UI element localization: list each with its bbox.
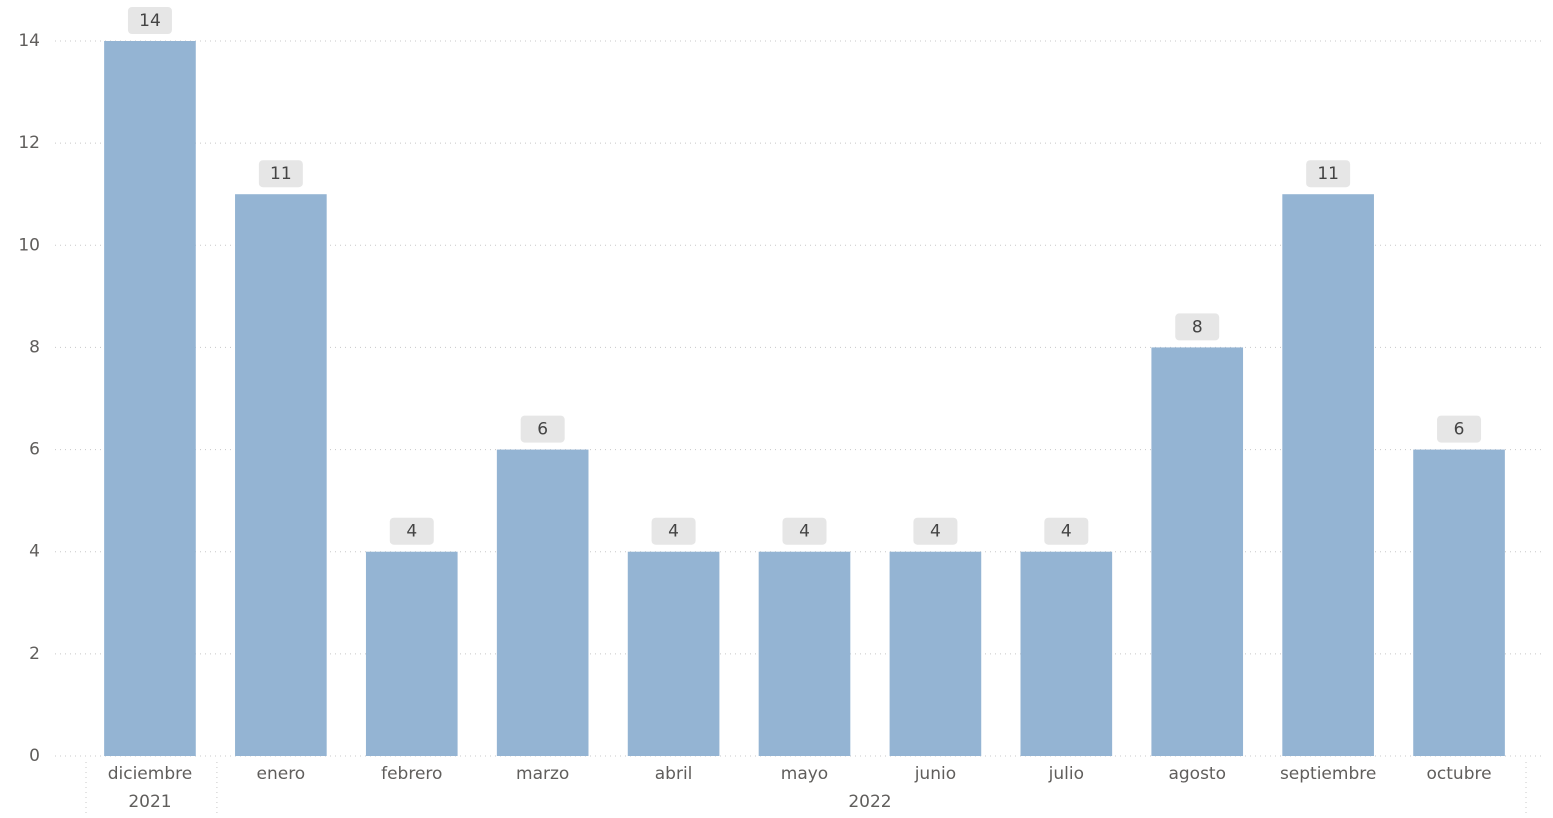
x-group-label: 2021	[128, 792, 171, 812]
bar	[889, 551, 982, 756]
data-label: 6	[1454, 420, 1465, 440]
x-tick-label: febrero	[381, 764, 442, 784]
y-tick-label: 8	[29, 337, 40, 357]
bar	[1151, 347, 1244, 756]
data-label-box	[258, 160, 303, 188]
data-label-box	[520, 415, 565, 443]
x-tick-label: enero	[257, 764, 306, 784]
data-label-box	[651, 517, 696, 545]
y-tick-label: 6	[29, 440, 40, 460]
data-label-box	[1175, 313, 1220, 341]
x-tick-label: junio	[914, 764, 956, 784]
data-label: 4	[1061, 522, 1072, 542]
x-tick-label: abril	[655, 764, 693, 784]
bar	[1282, 194, 1374, 756]
x-tick-label: marzo	[516, 764, 569, 784]
x-tick-label: mayo	[781, 764, 828, 784]
bar	[235, 194, 327, 756]
data-label: 11	[1317, 164, 1339, 184]
data-label: 14	[139, 11, 161, 31]
x-tick-label: agosto	[1168, 764, 1226, 784]
y-tick-label: 14	[18, 31, 40, 51]
bar	[627, 551, 720, 756]
x-group-label: 2022	[848, 792, 891, 812]
x-tick-label: octubre	[1427, 764, 1492, 784]
bar	[758, 551, 851, 756]
data-label-box	[1306, 160, 1351, 188]
data-label: 6	[537, 420, 548, 440]
data-label: 4	[930, 522, 941, 542]
data-label-box	[1044, 517, 1089, 545]
data-label: 11	[270, 164, 292, 184]
data-label-box	[1437, 415, 1482, 443]
bar	[365, 551, 458, 756]
y-tick-label: 10	[18, 235, 40, 255]
x-tick-label: diciembre	[108, 764, 192, 784]
data-label: 4	[406, 522, 417, 542]
data-label: 8	[1192, 317, 1203, 337]
bar	[496, 449, 589, 756]
bar	[1413, 449, 1505, 756]
y-tick-label: 0	[29, 746, 40, 766]
x-tick-label: septiembre	[1280, 764, 1376, 784]
data-label-box	[782, 517, 827, 545]
data-label-box	[127, 7, 172, 34]
y-tick-label: 2	[29, 644, 40, 664]
data-label: 4	[799, 522, 810, 542]
bar	[1020, 551, 1113, 756]
y-tick-label: 12	[18, 133, 40, 153]
x-tick-label: julio	[1048, 764, 1084, 784]
y-tick-label: 4	[29, 542, 40, 562]
bar	[104, 41, 196, 756]
data-label-box	[389, 517, 434, 545]
data-label-box	[913, 517, 958, 545]
data-label: 4	[668, 522, 679, 542]
